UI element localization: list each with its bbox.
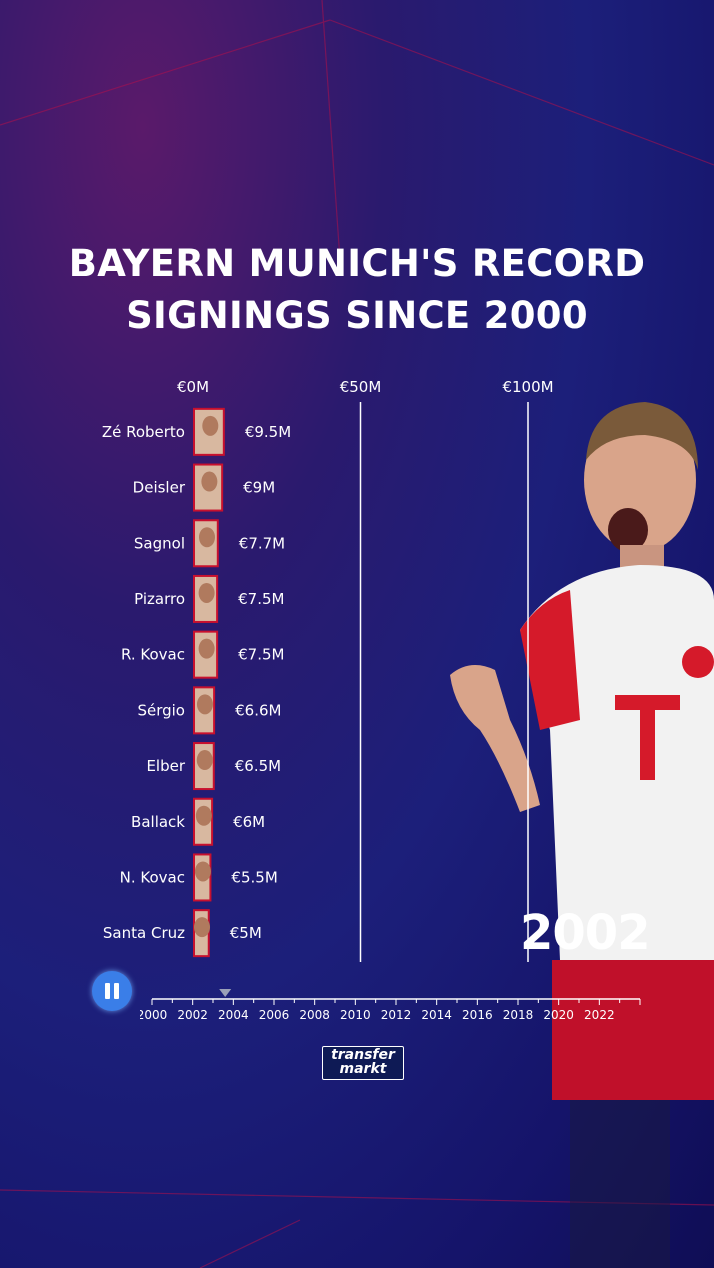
player-face — [198, 527, 215, 548]
player-face — [202, 415, 219, 436]
value-label: €5.5M — [231, 868, 277, 886]
player-photo — [450, 402, 714, 1268]
x-tick-label: €50M — [340, 378, 382, 396]
category-label: Sérgio — [137, 701, 185, 719]
title-line-2: SIGNINGS SINCE 2000 — [126, 294, 588, 337]
value-label: €6.6M — [235, 701, 281, 719]
pause-icon — [105, 983, 110, 999]
timeline-year-label: 2014 — [421, 1008, 452, 1022]
value-label: €7.5M — [238, 590, 284, 608]
player-face — [201, 471, 218, 492]
value-label: €9M — [243, 479, 275, 497]
chart-title: BAYERN MUNICH'S RECORD SIGNINGS SINCE 20… — [0, 238, 714, 342]
current-year-label: 2002 — [520, 905, 651, 961]
category-label: N. Kovac — [120, 868, 185, 886]
player-face — [198, 582, 215, 603]
timeline-year-label: 2020 — [543, 1008, 574, 1022]
timeline-year-label: 2018 — [503, 1008, 534, 1022]
timeline-year-label: 2010 — [340, 1008, 371, 1022]
value-label: €7.5M — [238, 646, 284, 664]
pause-button[interactable] — [92, 971, 132, 1011]
category-label: Zé Roberto — [102, 423, 185, 441]
timeline-year-label: 2008 — [299, 1008, 330, 1022]
player-face — [196, 750, 213, 771]
pause-icon-bar — [114, 983, 119, 999]
timeline-year-label: 2022 — [584, 1008, 615, 1022]
timeline-year-label: 2016 — [462, 1008, 493, 1022]
category-label: Ballack — [131, 813, 185, 831]
timeline-year-label: 2006 — [259, 1008, 290, 1022]
logo-line-1: transfer — [331, 1047, 395, 1063]
title-line-1: BAYERN MUNICH'S RECORD — [68, 242, 646, 285]
x-tick-label: €100M — [502, 378, 553, 396]
timeline-year-label: 2002 — [177, 1008, 208, 1022]
category-label: Deisler — [133, 479, 186, 497]
category-label: Santa Cruz — [103, 924, 185, 942]
timeline-slider[interactable]: 2000 2002 2004 2006 2008 2010 2012 2014 2016 2018… — [140, 985, 650, 1025]
transfermarkt-logo: transfer markt — [322, 1046, 404, 1080]
player-face — [194, 861, 211, 882]
category-label: Sagnol — [134, 534, 185, 552]
player-face — [196, 694, 213, 715]
player-face — [195, 805, 212, 826]
value-label: €6.5M — [235, 757, 281, 775]
value-label: €9.5M — [245, 423, 291, 441]
value-label: €6M — [233, 813, 265, 831]
player-face — [194, 917, 211, 938]
value-label: €5M — [230, 924, 262, 942]
category-label: Pizarro — [134, 590, 185, 608]
logo-line-2: markt — [339, 1061, 387, 1077]
category-label: Elber — [146, 757, 185, 775]
timeline-year-label: 2000 — [140, 1008, 167, 1022]
category-label: R. Kovac — [121, 646, 185, 664]
timeline-year-label: 2012 — [381, 1008, 412, 1022]
bar-chart: €0M €50M €100M Zé Roberto Deisler Sagnol Piza… — [102, 378, 554, 962]
x-tick-label: €0M — [177, 378, 209, 396]
player-face — [198, 638, 215, 659]
timeline-handle[interactable] — [219, 989, 232, 997]
value-label: €7.7M — [239, 534, 285, 552]
timeline-year-label: 2004 — [218, 1008, 249, 1022]
